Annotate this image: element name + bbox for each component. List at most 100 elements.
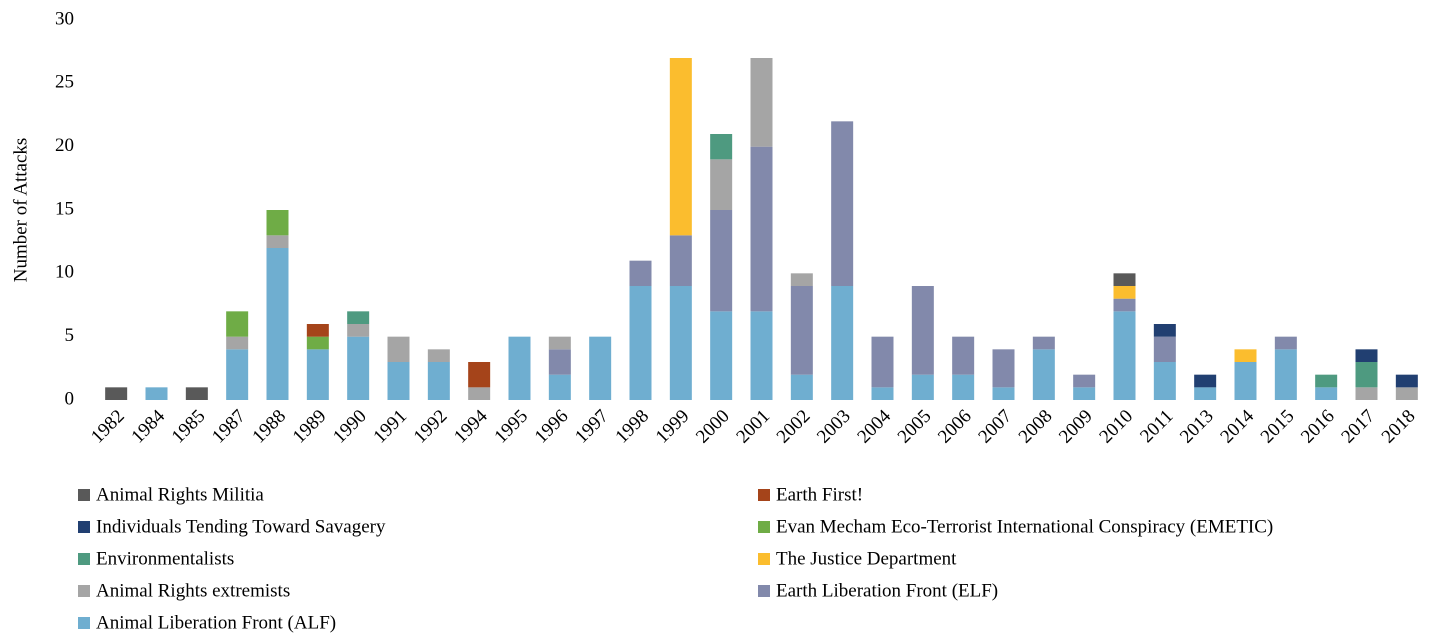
bar-segment: [790, 273, 813, 286]
y-axis-label: Number of Attacks: [10, 138, 31, 283]
bar-segment: [710, 210, 733, 312]
bar-segment: [1355, 349, 1378, 362]
bar-segment: [1395, 374, 1418, 388]
bar-segment: [387, 336, 410, 362]
x-tick-label: 2015: [1257, 406, 1299, 448]
bar-segment: [1113, 298, 1136, 312]
legend-swatch: [758, 489, 770, 501]
bar-segment: [589, 336, 612, 400]
bar-segment: [992, 387, 1015, 400]
bar-segment: [669, 58, 692, 236]
legend-swatch: [78, 521, 90, 533]
x-tick-label: 1990: [329, 406, 371, 448]
bar-segment: [1113, 286, 1136, 299]
bar-segment: [952, 336, 975, 375]
x-tick-label: 1991: [369, 406, 411, 448]
x-tick-label: 2007: [974, 406, 1016, 448]
bar-segment: [831, 121, 854, 286]
y-tick-label: 10: [55, 262, 74, 283]
x-tick-label: 1982: [87, 406, 129, 448]
bar-segment: [468, 387, 491, 400]
x-tick-label: 1998: [611, 406, 653, 448]
x-tick-label: 1989: [289, 406, 331, 448]
legend-label: Evan Mecham Eco-Terrorist International …: [776, 516, 1273, 537]
bar-segment: [710, 159, 733, 210]
bar-segment: [1153, 324, 1176, 337]
bar-segment: [629, 260, 652, 286]
x-tick-label: 1984: [127, 405, 169, 447]
x-tick-label: 2001: [732, 406, 774, 448]
legend-label: Animal Rights extremists: [96, 580, 290, 601]
x-tick-label: 2003: [813, 406, 855, 448]
legend-swatch: [758, 553, 770, 565]
bar-segment: [548, 336, 571, 350]
bar-segment: [750, 146, 773, 312]
x-tick-label: 1997: [571, 406, 613, 448]
legend-label: Earth Liberation Front (ELF): [776, 580, 998, 601]
bar-segment: [669, 286, 692, 400]
legend-label: Earth First!: [776, 484, 863, 505]
x-tick-label: 2018: [1378, 406, 1420, 448]
legend-swatch: [758, 521, 770, 533]
bar-segment: [226, 311, 249, 337]
y-tick-label: 0: [65, 388, 75, 409]
bar-segment: [1395, 387, 1418, 400]
bar-segment: [306, 324, 329, 337]
bar-segment: [1113, 311, 1136, 400]
bar-segment: [145, 387, 168, 400]
bar-segment: [548, 349, 571, 375]
bar-segment: [790, 286, 813, 375]
bar-segment: [185, 387, 208, 400]
x-tick-label: 1995: [490, 406, 532, 448]
x-tick-label: 2008: [1015, 406, 1057, 448]
x-tick-label: 2002: [773, 406, 815, 448]
bar-segment: [266, 235, 289, 248]
bar-segment: [911, 374, 934, 400]
bar-segment: [1073, 387, 1096, 400]
legend-swatch: [758, 585, 770, 597]
x-tick-label: 2009: [1055, 406, 1097, 448]
x-tick-label: 2017: [1337, 406, 1379, 448]
y-tick-label: 20: [55, 135, 74, 156]
bar-segment: [1355, 387, 1378, 400]
bar-segment: [871, 336, 894, 388]
bar-segment: [266, 210, 289, 236]
bar-segment: [1274, 336, 1297, 350]
bar-segment: [1194, 374, 1217, 388]
bar-segment: [1315, 374, 1338, 388]
x-tick-label: 1996: [531, 406, 573, 448]
bar-segment: [387, 362, 410, 400]
bar-segment: [427, 362, 450, 400]
bar-segment: [548, 374, 571, 400]
bar-segment: [710, 134, 733, 160]
bar-segment: [306, 336, 329, 350]
x-tick-label: 1999: [652, 406, 694, 448]
legend-label: Individuals Tending Toward Savagery: [96, 516, 386, 537]
bar-segment: [750, 311, 773, 400]
bar-segment: [710, 311, 733, 400]
x-tick-label: 2005: [894, 406, 936, 448]
bar-segment: [468, 362, 491, 388]
y-tick-label: 25: [55, 72, 74, 93]
bar-segment: [750, 58, 773, 147]
bar-segment: [266, 248, 289, 400]
bar-segment: [1073, 374, 1096, 388]
legend-label: The Justice Department: [776, 548, 957, 569]
bar-segment: [226, 336, 249, 350]
bar-segment: [1113, 273, 1136, 286]
bar-segment: [911, 286, 934, 375]
y-tick-label: 30: [55, 8, 74, 29]
bar-segment: [1315, 387, 1338, 400]
y-tick-label: 5: [65, 325, 75, 346]
bar-segment: [347, 324, 370, 337]
legend-swatch: [78, 553, 90, 565]
bar-segment: [1032, 349, 1055, 400]
legend-swatch: [78, 489, 90, 501]
bar-segment: [790, 374, 813, 400]
bar-segment: [1234, 362, 1257, 400]
x-tick-label: 2010: [1095, 406, 1137, 448]
x-tick-label: 1985: [168, 406, 210, 448]
bar-segment: [1234, 349, 1257, 362]
bar-segment: [347, 311, 370, 324]
